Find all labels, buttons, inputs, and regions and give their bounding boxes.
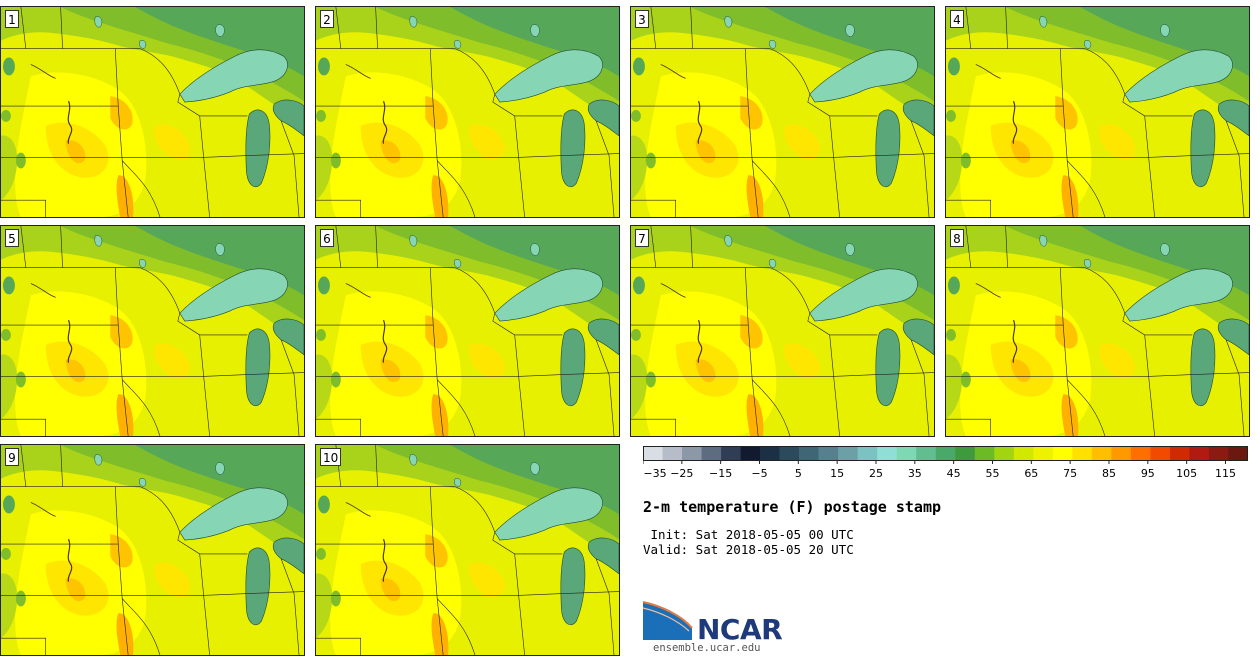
colorbar-swatch	[1052, 446, 1073, 460]
colorbar-swatch	[701, 446, 722, 460]
colorbar-swatch	[1189, 446, 1210, 460]
colorbar-swatch	[1169, 446, 1190, 460]
colorbar-swatch	[916, 446, 937, 460]
stamp-map-9[interactable]: 9	[0, 444, 305, 656]
temperature-map	[1, 445, 304, 655]
colorbar-swatch	[896, 446, 917, 460]
temperature-map	[631, 226, 934, 436]
stamp-number: 4	[950, 10, 964, 28]
stamp-map-10[interactable]: 10	[315, 444, 620, 656]
stamp-number: 1	[5, 10, 19, 28]
colorbar-swatch	[1130, 446, 1151, 460]
colorbar-swatch	[1228, 446, 1248, 460]
colorbar-swatch	[779, 446, 800, 460]
colorbar-tick-label: 55	[985, 467, 999, 480]
colorbar-tick-label: 115	[1215, 467, 1236, 480]
temperature-map	[316, 7, 619, 217]
colorbar-tick-label: 75	[1063, 467, 1077, 480]
temperature-map	[1, 226, 304, 436]
ncar-logo-text: NCAR	[697, 613, 783, 646]
colorbar-tick-label: 15	[830, 467, 844, 480]
colorbar-swatch	[1111, 446, 1132, 460]
colorbar-tick-label: 65	[1024, 467, 1038, 480]
colorbar-tick-labels: −35 −25 −15 −5 5 15 25 35 45 55 65 75 85 95 105 115	[643, 460, 1236, 480]
init-time: Init: Sat 2018-05-05 00 UTC	[643, 527, 854, 542]
temperature-map	[946, 7, 1249, 217]
temperature-map	[631, 7, 934, 217]
stamp-map-3[interactable]: 3	[630, 6, 935, 218]
colorbar-swatch	[682, 446, 702, 460]
stamp-number: 9	[5, 448, 19, 466]
colorbar-tick-label: −35	[643, 467, 666, 480]
colorbar-swatch	[1013, 446, 1034, 460]
colorbar-swatch	[935, 446, 956, 460]
temperature-map	[946, 226, 1249, 436]
colorbar-swatch	[799, 446, 819, 460]
temperature-map	[1, 7, 304, 217]
colorbar-swatch	[1150, 446, 1171, 460]
temperature-colorbar: −35 −25 −15 −5 5 15 25 35 45 55 65 75 85 95 105 115	[643, 446, 1248, 480]
colorbar-swatch	[662, 446, 683, 460]
colorbar-swatches	[643, 446, 1248, 460]
colorbar-tick-label: 105	[1176, 467, 1197, 480]
stamp-map-5[interactable]: 5	[0, 225, 305, 437]
colorbar-tick-label: 85	[1102, 467, 1116, 480]
ensemble-url: ensemble.ucar.edu	[653, 642, 761, 654]
colorbar-swatch	[1091, 446, 1112, 460]
stamp-number: 8	[950, 229, 964, 247]
colorbar-tick-label: 25	[869, 467, 883, 480]
valid-time: Valid: Sat 2018-05-05 20 UTC	[643, 542, 854, 557]
stamp-number: 10	[320, 448, 342, 466]
temperature-map	[316, 445, 619, 655]
stamp-map-2[interactable]: 2	[315, 6, 620, 218]
colorbar-swatch	[721, 446, 741, 460]
stamp-number: 2	[320, 10, 334, 28]
colorbar-tick-label: −5	[751, 467, 767, 480]
stamp-map-7[interactable]: 7	[630, 225, 935, 437]
colorbar-swatch	[818, 446, 839, 460]
stamp-map-4[interactable]: 4	[945, 6, 1250, 218]
colorbar-tick-label: 35	[908, 467, 922, 480]
colorbar-swatch	[1208, 446, 1229, 460]
colorbar-swatch	[1072, 446, 1093, 460]
colorbar-swatch	[877, 446, 898, 460]
figure-title: 2-m temperature (F) postage stamp	[643, 498, 942, 516]
stamp-number: 7	[635, 229, 649, 247]
stamp-number: 3	[635, 10, 649, 28]
colorbar-swatch	[760, 446, 780, 460]
colorbar-swatch	[1033, 446, 1054, 460]
colorbar-swatch	[643, 446, 663, 460]
colorbar-tick-label: −25	[670, 467, 693, 480]
temperature-map	[316, 226, 619, 436]
colorbar-tick-label: 45	[947, 467, 961, 480]
colorbar-swatch	[994, 446, 1015, 460]
stamp-number: 6	[320, 229, 334, 247]
stamp-number: 5	[5, 229, 19, 247]
colorbar-tick-label: 5	[795, 467, 802, 480]
colorbar-swatch	[838, 446, 858, 460]
ncar-logo-mark	[642, 601, 693, 640]
colorbar-outline	[643, 446, 1248, 461]
colorbar-swatch	[740, 446, 761, 460]
stamp-map-1[interactable]: 1	[0, 6, 305, 218]
stamp-map-6[interactable]: 6	[315, 225, 620, 437]
colorbar-tick-label: 95	[1141, 467, 1155, 480]
colorbar-swatch	[955, 446, 976, 460]
colorbar-tick-label: −15	[709, 467, 732, 480]
colorbar-swatch	[974, 446, 995, 460]
stamp-map-8[interactable]: 8	[945, 225, 1250, 437]
colorbar-swatch	[857, 446, 878, 460]
